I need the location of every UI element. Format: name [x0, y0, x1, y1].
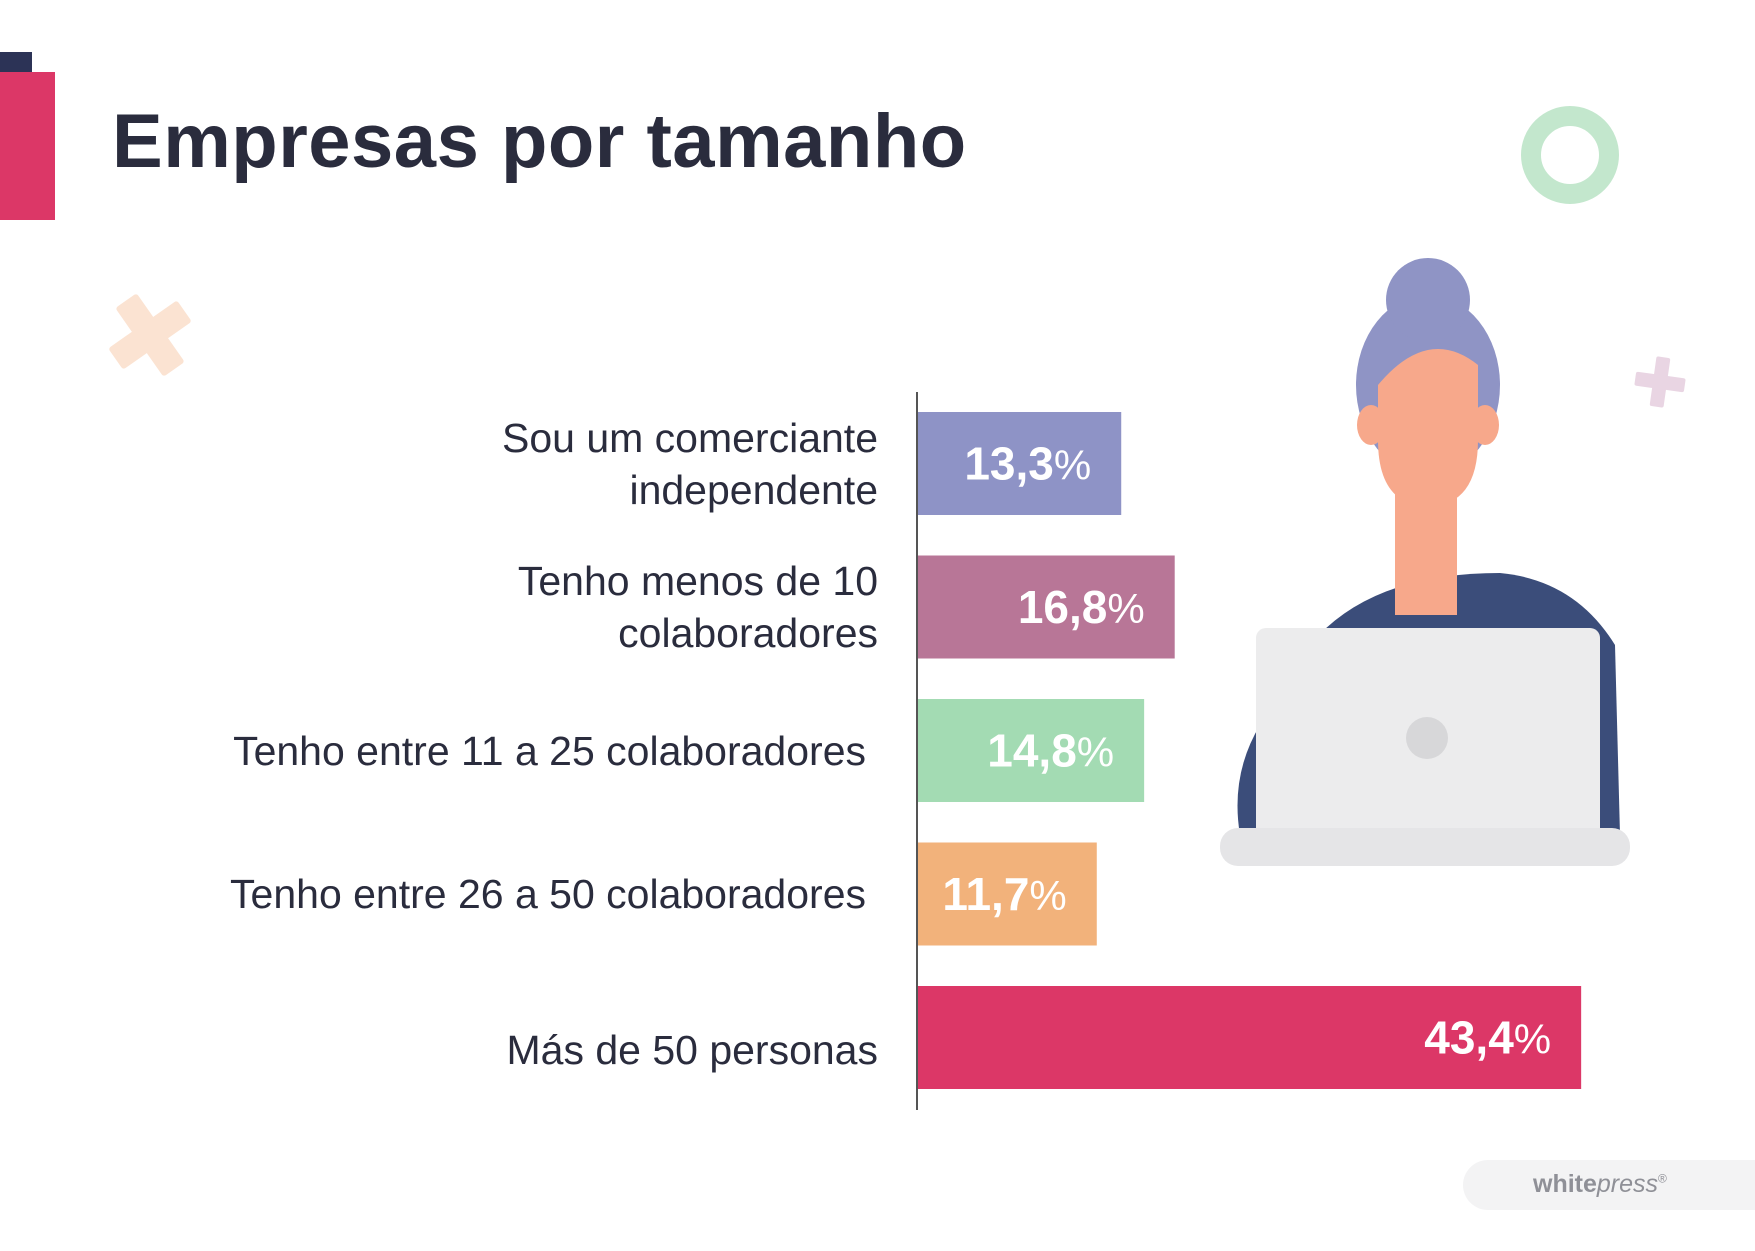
bar-4: [918, 842, 1097, 946]
category-label-line: Más de 50 personas: [506, 1026, 878, 1073]
category-label-line: independente: [629, 466, 878, 513]
category-label-line: Tenho entre 11 a 25 colaboradores: [233, 727, 866, 774]
bar-value-label-4: 11,7%: [942, 868, 1066, 920]
bar-value-label-3: 14,8%: [987, 725, 1114, 777]
accent-bar-red: [0, 72, 55, 220]
ring-decoration-icon: [1521, 106, 1619, 204]
accent-bar-dark: [0, 52, 32, 74]
bar-1: [918, 412, 1122, 515]
category-label-2: Tenho menos de 10 colaboradores: [58, 555, 878, 659]
brand-watermark: whitepress®: [1463, 1160, 1755, 1210]
category-label-line: Sou um comerciante: [501, 414, 878, 461]
bar-value-label-2: 16,8%: [1018, 581, 1145, 633]
bar-2: [918, 555, 1175, 659]
bar-value-label-5: 43,4%: [1424, 1012, 1551, 1064]
bar-5: [918, 986, 1582, 1089]
page-title: Empresas por tamanho: [112, 99, 967, 184]
category-label-line: Tenho entre 26 a 50 colaboradores: [230, 871, 866, 917]
bar-3: [918, 699, 1145, 802]
category-label-3: Tenho entre 11 a 25 colaboradores: [46, 725, 866, 777]
category-label-4: Tenho entre 26 a 50 colaboradores: [46, 868, 866, 920]
cross-decoration-icon: [109, 294, 191, 376]
category-label-line: colaboradores: [618, 610, 878, 656]
category-label-5: Más de 50 personas: [58, 1024, 878, 1076]
small-cross-decoration-icon: [1634, 356, 1686, 408]
category-label-1: Sou um comerciante independente: [58, 412, 878, 516]
brand-text: whitepress®: [1533, 1170, 1667, 1198]
woman-at-laptop-illustration-icon: [1220, 258, 1630, 866]
category-label-line: Tenho menos de 10: [517, 558, 878, 604]
bar-value-label-1: 13,3%: [964, 438, 1091, 490]
